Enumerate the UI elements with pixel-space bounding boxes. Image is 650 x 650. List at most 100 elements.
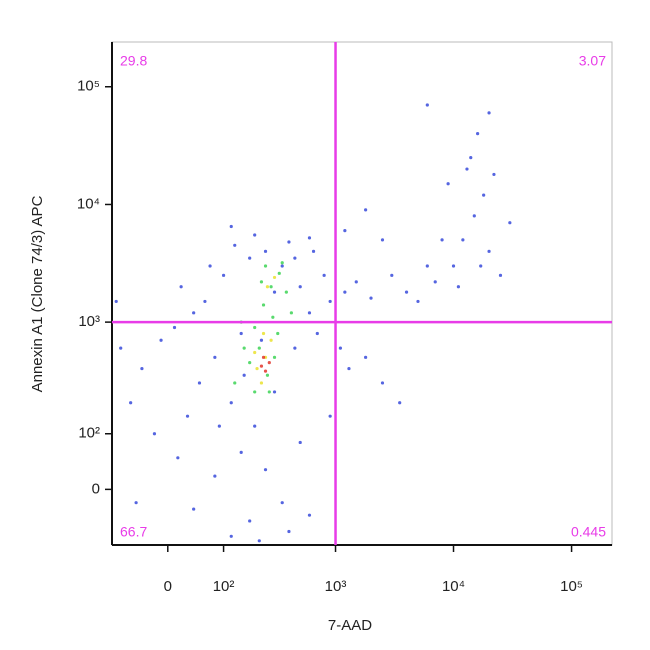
data-point [263, 468, 268, 472]
data-point [259, 381, 264, 385]
data-point [328, 299, 332, 304]
data-point [253, 233, 257, 237]
data-point [446, 182, 450, 186]
y-tick-label: 0 [92, 480, 100, 497]
data-point [307, 513, 312, 517]
data-point [315, 331, 319, 336]
data-point [272, 275, 277, 280]
data-point [255, 366, 259, 371]
data-point [271, 315, 275, 319]
data-point [203, 299, 207, 304]
data-point [179, 285, 183, 289]
data-point [369, 296, 373, 300]
data-point [298, 440, 302, 445]
data-point [354, 280, 358, 284]
x-tick-label: 10³ [325, 578, 347, 595]
data-point [298, 285, 302, 289]
data-point [248, 519, 252, 523]
data-point [259, 280, 264, 284]
data-point [469, 156, 473, 160]
quadrant-percent: 0.445 [571, 524, 606, 540]
data-point [248, 256, 252, 260]
data-point [416, 299, 420, 304]
data-point [265, 285, 270, 289]
quadrant-percent: 29.8 [120, 53, 147, 69]
data-point [343, 228, 347, 233]
data-point [229, 534, 233, 538]
data-point [267, 390, 271, 394]
data-point [217, 424, 221, 428]
data-point [119, 346, 123, 350]
data-point [322, 273, 326, 277]
y-tick-label: 10³ [78, 313, 100, 330]
data-point [276, 331, 280, 336]
data-point [404, 290, 409, 294]
data-point [307, 236, 312, 240]
data-point [482, 193, 486, 197]
data-point [213, 474, 217, 478]
data-point [197, 381, 202, 385]
data-point [293, 346, 297, 350]
data-point [185, 414, 190, 418]
data-point [272, 290, 277, 294]
data-point [280, 261, 284, 265]
data-point [213, 355, 217, 359]
data-point [508, 221, 512, 225]
data-point [364, 208, 368, 212]
data-point [284, 290, 288, 294]
data-point [229, 224, 233, 229]
data-point [259, 338, 264, 342]
data-point [253, 390, 257, 394]
data-point [261, 303, 266, 307]
data-point [492, 172, 496, 177]
data-point [176, 456, 180, 460]
data-point [233, 243, 237, 247]
data-point [451, 264, 456, 268]
quadrant-percent: 66.7 [120, 524, 147, 540]
data-point [390, 273, 394, 277]
data-point [259, 364, 264, 368]
data-point [328, 414, 332, 418]
data-point [380, 238, 385, 242]
quadrant-percent: 3.07 [579, 53, 606, 69]
data-point [242, 346, 246, 350]
data-point [287, 529, 291, 534]
data-point [267, 361, 271, 365]
data-point [311, 249, 316, 253]
data-point [338, 346, 343, 350]
data-point [472, 214, 476, 218]
data-point [263, 264, 268, 268]
data-point [172, 325, 177, 330]
data-point [263, 369, 268, 373]
data-point [192, 311, 196, 315]
data-point [192, 507, 196, 511]
data-point [134, 501, 138, 505]
data-point [257, 346, 261, 350]
data-point [280, 501, 284, 505]
y-tick-label: 10⁴ [77, 195, 100, 212]
y-tick-label: 10² [78, 425, 100, 442]
data-point [465, 167, 469, 171]
data-point [239, 450, 243, 454]
data-point [280, 264, 284, 268]
data-point [343, 290, 347, 294]
data-point [114, 299, 118, 304]
data-point [461, 238, 465, 242]
data-point [261, 355, 266, 359]
data-point [487, 249, 491, 253]
data-point [398, 401, 402, 405]
data-point [364, 355, 368, 359]
data-point [479, 264, 483, 268]
data-point [287, 240, 291, 244]
data-point [476, 132, 480, 136]
data-point [269, 338, 273, 342]
x-tick-label: 10⁴ [442, 578, 465, 595]
data-point [272, 355, 277, 359]
data-point [289, 311, 293, 315]
plot-frame [111, 41, 613, 546]
data-point [140, 366, 144, 371]
data-point [208, 264, 212, 268]
data-point [152, 432, 157, 436]
x-tick-label: 10² [213, 578, 235, 595]
